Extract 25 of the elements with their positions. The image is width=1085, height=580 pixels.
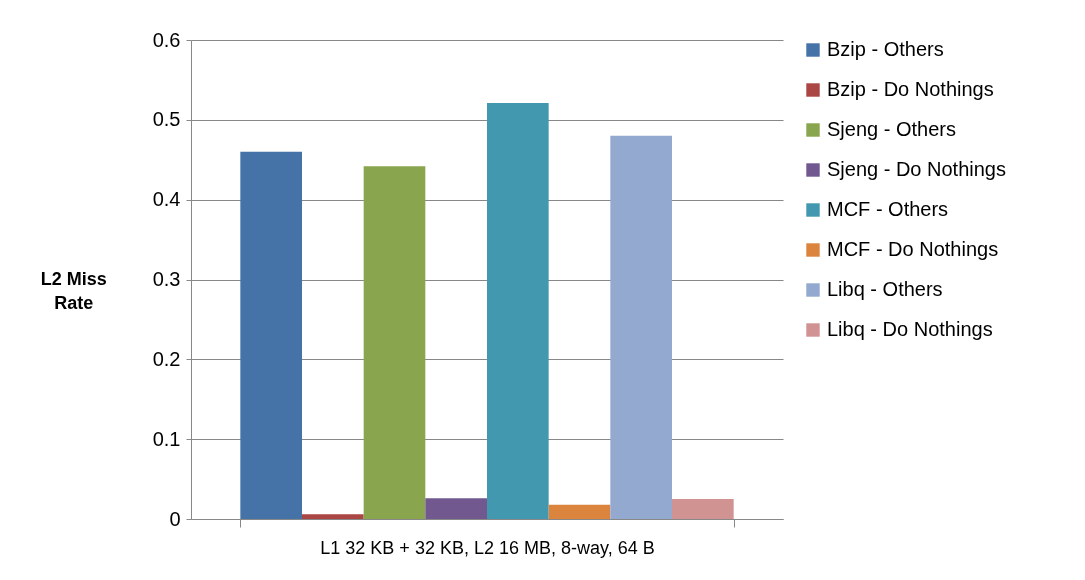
bar — [302, 514, 364, 519]
legend-label: Libq - Others — [827, 278, 943, 300]
x-tick-label: L1 32 KB + 32 KB, L2 16 MB, 8-way, 64 B — [320, 537, 655, 558]
y-tick-label: 0.2 — [152, 347, 181, 370]
bar — [672, 499, 734, 519]
legend-label: Sjeng - Others — [827, 118, 956, 140]
legend-label: MCF - Do Nothings — [827, 238, 999, 260]
bar — [363, 166, 426, 519]
legend-label: Libq - Do Nothings — [827, 318, 993, 340]
bar — [610, 135, 672, 519]
y-tick-label: 0.3 — [152, 268, 181, 290]
y-axis-title: L2 Miss Rate — [40, 269, 107, 313]
bar — [240, 151, 302, 519]
legend-label: MCF - Others — [827, 198, 949, 220]
legend-label: Sjeng - Do Nothings — [827, 158, 1006, 180]
y-tick-label: 0.4 — [152, 188, 181, 211]
legend-label: Bzip - Others — [827, 38, 944, 60]
legend-label: Bzip - Do Nothings — [827, 78, 994, 100]
bar — [487, 103, 549, 519]
bar — [548, 504, 611, 519]
y-tick-label: 0 — [169, 507, 181, 530]
y-tick-label: 0.6 — [152, 28, 181, 51]
y-tick-label: 0.5 — [152, 108, 181, 131]
bar — [425, 498, 487, 519]
y-tick-label: 0.1 — [152, 427, 181, 450]
